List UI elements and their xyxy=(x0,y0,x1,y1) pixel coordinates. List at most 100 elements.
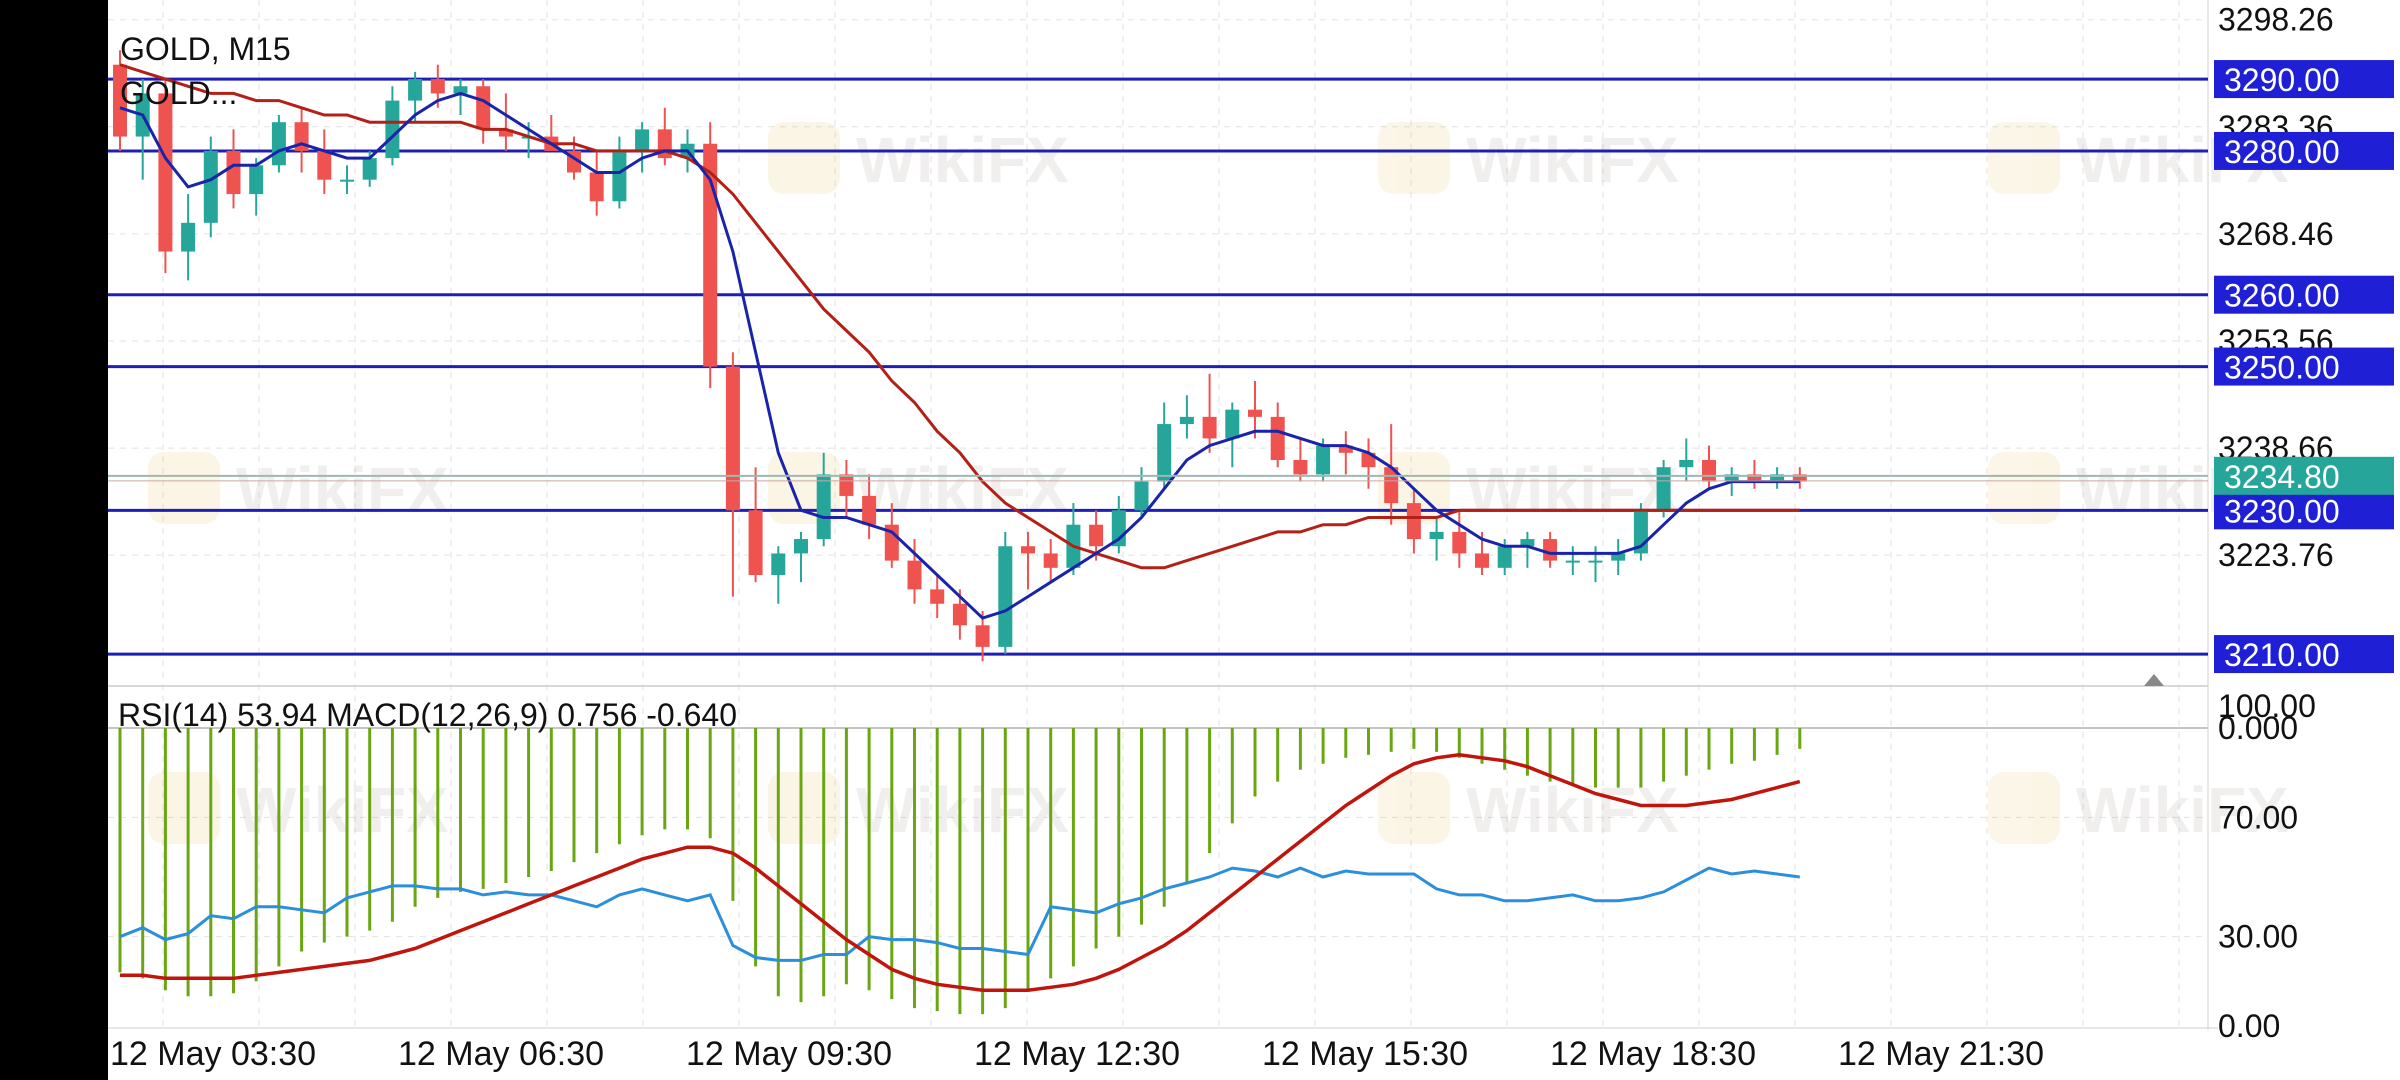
chart-svg[interactable]: WikiFX WikiFX WikiFX WikiFX WikiFX WikiFX Wiki… xyxy=(108,0,2400,1080)
candle-body xyxy=(430,79,445,94)
wikifx-watermark: WikiFX xyxy=(148,772,449,846)
watermark-logo-icon xyxy=(1988,452,2060,524)
rsi-line xyxy=(119,866,1800,962)
indicator-window xyxy=(118,674,2164,1015)
price-tick-label: 3298.26 xyxy=(2218,2,2334,38)
candle-body xyxy=(1792,474,1807,482)
price-axis: 3298.263283.363268.463253.563238.663223.… xyxy=(2214,2,2394,1044)
candle-body xyxy=(113,64,127,137)
candle-body xyxy=(1747,474,1762,482)
time-tick-label: 12 May 12:30 xyxy=(974,1035,1180,1073)
candle-body xyxy=(1021,546,1035,554)
candle-body xyxy=(317,150,332,180)
time-tick-label: 12 May 18:30 xyxy=(1550,1035,1756,1073)
candle-body xyxy=(1656,467,1671,511)
time-axis: 12 May 03:30 12 May 06:30 12 May 09:30 12 M… xyxy=(110,1035,2044,1073)
macd-signal-line xyxy=(120,753,1801,992)
candle-body xyxy=(1497,546,1512,568)
horizontal-level-lines[interactable] xyxy=(108,77,2208,656)
candle-body xyxy=(476,86,491,130)
candle-body xyxy=(249,165,264,195)
level-price-tag xyxy=(2214,635,2394,674)
candle-body xyxy=(453,86,468,94)
candle-body xyxy=(1475,553,1489,568)
watermark-text: WikiFX xyxy=(2076,774,2289,846)
candle-body xyxy=(181,222,196,252)
indicator-tick-label: 100.00 xyxy=(2218,688,2316,724)
symbol-timeframe-label: GOLD, M15 xyxy=(120,31,291,67)
slow-ma-line xyxy=(119,63,1800,570)
candle-body xyxy=(1406,503,1421,540)
candle-body xyxy=(839,474,854,496)
indicator-tick-label: 0.000 xyxy=(2218,710,2298,746)
candle-body xyxy=(635,129,650,151)
watermark-logo-icon xyxy=(1988,772,2060,844)
candle-body xyxy=(725,366,740,511)
level-price-tag xyxy=(2214,347,2394,386)
watermark-logo-icon xyxy=(768,122,840,194)
candle-body xyxy=(1724,474,1739,482)
candle-body xyxy=(362,158,377,180)
wikifx-watermark: WikiFX xyxy=(768,772,1069,846)
watermark-text: WikiFX xyxy=(1466,124,1679,196)
watermark-logo-icon xyxy=(148,452,220,524)
candle-body xyxy=(1452,531,1467,554)
watermark-text: WikiFX xyxy=(236,454,449,526)
candle-body xyxy=(1679,460,1694,468)
chart-area[interactable]: WikiFX WikiFX WikiFX WikiFX WikiFX WikiFX Wiki… xyxy=(108,0,2400,1080)
current-price-tag xyxy=(2214,456,2394,495)
wikifx-watermark: WikiFX xyxy=(1378,772,1679,846)
candle-body xyxy=(203,150,218,223)
level-price-label: 3250.00 xyxy=(2224,350,2340,386)
indicator-tick-label: 0.00 xyxy=(2218,1008,2280,1044)
level-price-tag xyxy=(2214,275,2394,314)
price-tick-label: 3223.76 xyxy=(2218,537,2334,573)
level-price-label: 3290.00 xyxy=(2224,62,2340,98)
level-price-tag xyxy=(2214,491,2394,530)
candle-body xyxy=(862,495,877,525)
time-tick-label: 12 May 15:30 xyxy=(1262,1035,1468,1073)
candle-body xyxy=(612,150,627,202)
level-price-tag xyxy=(2214,131,2394,170)
watermark-text: WikiFX xyxy=(856,454,1069,526)
candle-body xyxy=(1089,524,1104,547)
time-tick-label: 12 May 09:30 xyxy=(686,1035,892,1073)
wikifx-watermark: WikiFX xyxy=(1378,122,1679,196)
candle-body xyxy=(226,150,241,195)
indicator-tick-label: 70.00 xyxy=(2218,799,2298,835)
time-tick-label: 12 May 03:30 xyxy=(110,1035,316,1073)
candle-body xyxy=(385,100,400,159)
level-price-tag xyxy=(2214,60,2394,99)
window-resize-arrow-icon xyxy=(2144,674,2164,686)
candle-body xyxy=(1702,460,1716,482)
candle-body xyxy=(1770,474,1785,482)
candle-body xyxy=(952,603,967,626)
watermark-text: WikiFX xyxy=(856,124,1069,196)
level-price-label: 3280.00 xyxy=(2224,134,2340,170)
candle-body xyxy=(1429,531,1444,540)
candle-body xyxy=(1179,416,1194,425)
wikifx-watermark: WikiFX xyxy=(148,452,449,526)
candle-body xyxy=(1248,409,1262,417)
level-price-label: 3260.00 xyxy=(2224,278,2340,314)
candle-body xyxy=(1316,445,1331,475)
watermark-logo-icon xyxy=(1378,772,1450,844)
candle-body xyxy=(975,625,990,647)
candle-body xyxy=(1611,553,1626,561)
level-price-label: 3210.00 xyxy=(2224,637,2340,673)
candle-body xyxy=(1043,553,1058,568)
candle-body xyxy=(1202,416,1217,439)
watermark-logo-icon xyxy=(768,772,840,844)
watermark-logo-icon xyxy=(1378,122,1450,194)
candle-body xyxy=(1543,539,1558,561)
wikifx-watermark: WikiFX xyxy=(1988,772,2289,846)
candle-body xyxy=(1134,481,1149,511)
time-tick-label: 12 May 06:30 xyxy=(398,1035,604,1073)
candle-body xyxy=(271,122,286,166)
candle-body xyxy=(1588,560,1603,563)
indicator-short-label: GOLD... xyxy=(120,75,237,111)
watermark-text: WikiFX xyxy=(856,774,1069,846)
candle-body xyxy=(1520,539,1535,547)
candle-body xyxy=(930,589,945,604)
